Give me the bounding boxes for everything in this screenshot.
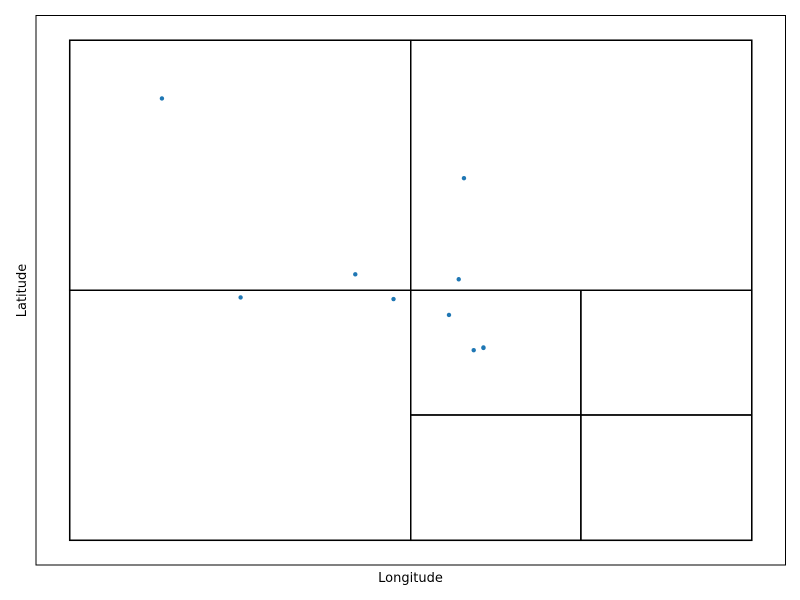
data-point — [461, 175, 467, 181]
y-axis-label: Latitude — [15, 264, 30, 318]
data-point — [456, 277, 461, 282]
data-point — [353, 272, 358, 277]
quadtree-regions — [68, 39, 753, 542]
region-box — [580, 414, 753, 542]
data-point — [238, 295, 243, 300]
data-points — [159, 96, 486, 353]
x-axis-label: Longitude — [378, 571, 443, 586]
data-point — [391, 296, 396, 302]
data-point — [481, 345, 486, 351]
data-point — [446, 312, 452, 318]
data-point — [159, 96, 165, 101]
data-point — [471, 347, 476, 353]
